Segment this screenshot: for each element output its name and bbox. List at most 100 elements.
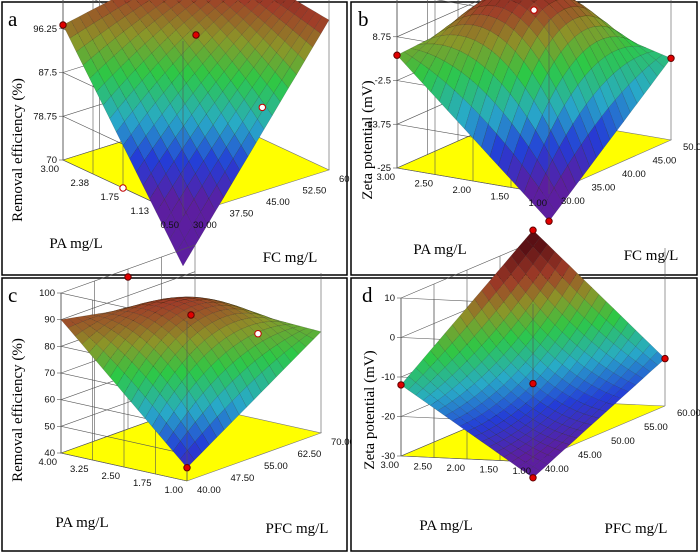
surface-cell <box>251 3 267 18</box>
surface-cell <box>530 0 538 3</box>
x-tick-label: 30.00 <box>193 220 217 231</box>
surface-cell <box>219 325 235 338</box>
surface-cell <box>532 327 548 345</box>
design-point <box>661 354 669 363</box>
surface-cell <box>576 422 593 432</box>
z-tick-label: 8.75 <box>373 32 392 43</box>
surface-cell <box>262 349 278 366</box>
surface-cell <box>284 335 300 348</box>
x-tick-label: 35.00 <box>592 183 616 194</box>
x-tick-label: 60.00 <box>677 408 700 419</box>
z-axis-ticks: 40 50 60 70 80 90 100 <box>39 288 61 459</box>
y-tick-label: 2.50 <box>414 462 433 473</box>
x-axis-ticks: 30.00 37.50 45.00 52.50 60.0 <box>193 174 358 231</box>
surface-cell <box>168 325 184 340</box>
surface-cell <box>540 317 556 336</box>
response-surface <box>62 0 330 267</box>
design-point <box>183 464 191 472</box>
surface-cell <box>274 59 291 81</box>
z-tick-label: 80 <box>44 341 55 352</box>
surface-cell <box>532 413 549 425</box>
surface-cell <box>583 416 600 425</box>
panel-d-x-axis-title: PFC mg/L <box>605 521 668 537</box>
surface-cell <box>153 355 169 375</box>
surface-cell <box>540 406 556 418</box>
surface-cell <box>250 310 265 317</box>
surface-cell <box>246 48 263 68</box>
surface-cell <box>562 303 578 323</box>
surface-cell <box>179 63 195 84</box>
surface-cell <box>547 269 563 289</box>
surface-cell <box>503 434 519 445</box>
surface-cell <box>591 399 607 410</box>
surface-cell <box>569 328 585 346</box>
surface-cell <box>123 380 139 403</box>
surface-cell <box>451 417 468 427</box>
z-tick-label: -2.5 <box>375 76 391 87</box>
surface-cell <box>496 384 512 399</box>
design-point <box>529 474 537 482</box>
surface-cell <box>152 29 169 46</box>
design-point <box>393 51 401 59</box>
surface-cell <box>124 111 140 135</box>
surface-cell <box>192 296 208 299</box>
surface-cell <box>620 381 637 392</box>
surface-cell <box>229 0 245 14</box>
surface-cell <box>162 0 167 2</box>
panel-a-letter: a <box>8 7 18 31</box>
y-tick-label: 1.50 <box>491 192 510 203</box>
x-tick-label: 40.00 <box>622 169 646 180</box>
design-point <box>192 31 200 39</box>
surface-cell <box>510 430 527 440</box>
surface-cell <box>205 0 212 3</box>
surface-cell <box>163 297 179 299</box>
surface-cell <box>123 0 133 4</box>
surface-cell <box>503 415 519 426</box>
surface-cell <box>476 0 486 5</box>
surface-cell <box>269 34 285 53</box>
surface-cell <box>510 283 526 303</box>
x-tick-label: 45.00 <box>578 450 602 461</box>
z-tick-label: 78.75 <box>33 111 57 122</box>
surface-cell <box>224 158 241 185</box>
design-point <box>529 379 537 388</box>
surface-cell <box>305 28 322 48</box>
surface-cell <box>182 338 198 355</box>
surface-cell <box>183 15 200 31</box>
surface-cell <box>554 332 570 350</box>
z-tick-label: 87.5 <box>39 68 58 79</box>
panel-b-z-axis-title: Zeta potential (mV) <box>360 80 376 199</box>
surface-cell <box>285 14 302 31</box>
surface-cell <box>292 325 308 332</box>
surface-cell <box>555 0 559 1</box>
surface-cell <box>109 365 125 386</box>
surface-cell <box>510 264 526 284</box>
surface-cell <box>525 466 541 479</box>
surface-cell <box>554 378 570 393</box>
surface-cell <box>141 71 158 92</box>
surface-cell <box>569 345 585 362</box>
response-surface <box>400 229 666 479</box>
surface-cell <box>525 246 541 265</box>
y-tick-label: 2.00 <box>453 185 472 196</box>
surface-cell <box>561 427 578 437</box>
surface-cell <box>103 329 119 343</box>
z-tick-label: -30 <box>381 451 395 462</box>
x-tick-label: 40.00 <box>197 485 221 496</box>
design-point <box>545 217 553 225</box>
surface-cell <box>68 317 84 325</box>
surface-cell <box>517 424 534 436</box>
surface-cell <box>82 314 98 319</box>
x-tick-label: 70.00 <box>331 437 355 448</box>
surface-cell <box>102 95 119 120</box>
panel-a: 7078.7587.596.2510530.0037.5045.0052.506… <box>1 0 358 276</box>
surface-cell <box>488 403 504 416</box>
z-tick-label: 90 <box>44 315 55 326</box>
surface-cell <box>591 313 607 332</box>
surface-cell <box>261 365 277 385</box>
surface-cell <box>174 381 190 402</box>
y-tick-label: 3.00 <box>381 460 400 471</box>
surface-cell <box>298 335 314 348</box>
x-tick-label: 37.50 <box>230 209 254 220</box>
surface-cell <box>89 321 105 332</box>
